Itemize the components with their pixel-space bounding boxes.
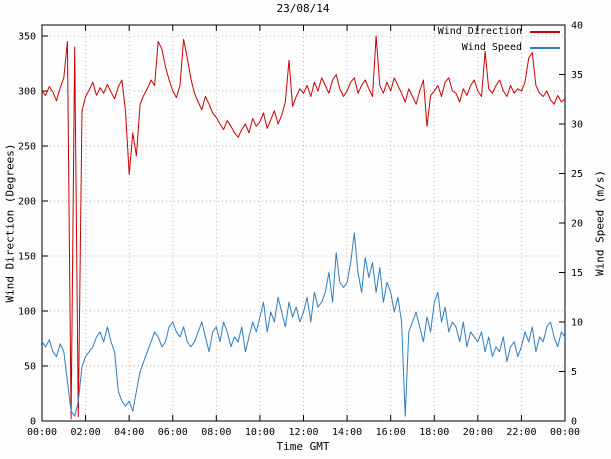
x-tick-label: 00:00	[550, 427, 580, 438]
grid-lines	[42, 25, 565, 421]
y-left-tick-label: 100	[18, 307, 36, 318]
y-axis-label-right: Wind Speed (m/s)	[593, 170, 607, 276]
y-right-tick-label: 25	[571, 169, 583, 180]
legend-line-sample	[530, 30, 560, 33]
series-line-wind-speed	[41, 232, 566, 417]
legend-label: Wind Speed	[461, 42, 522, 53]
y-left-tick-label: 0	[30, 417, 36, 428]
x-tick-label: 18:00	[419, 427, 449, 438]
x-tick-label: 10:00	[245, 427, 275, 438]
legend-item: Wind Direction	[438, 25, 560, 38]
chart-title: 23/08/14	[276, 2, 330, 15]
axis-ticks	[41, 24, 566, 422]
y-right-tick-label: 5	[571, 367, 577, 378]
x-tick-label: 08:00	[201, 427, 231, 438]
x-axis-label: Time GMT	[276, 440, 330, 453]
y-left-tick-label: 150	[18, 252, 36, 263]
y-right-tick-label: 15	[571, 268, 583, 279]
x-tick-label: 14:00	[332, 427, 362, 438]
y-right-tick-label: 40	[571, 21, 583, 32]
y-left-tick-label: 250	[18, 142, 36, 153]
y-right-tick-label: 0	[571, 417, 577, 428]
y-left-tick-label: 50	[24, 362, 36, 373]
x-tick-label: 06:00	[158, 427, 188, 438]
y-right-tick-label: 10	[571, 318, 583, 329]
x-tick-label: 00:00	[27, 427, 57, 438]
y-right-tick-label: 30	[571, 120, 583, 131]
legend-label: Wind Direction	[437, 26, 522, 37]
series-line-wind-direction	[41, 35, 566, 420]
y-left-tick-label: 350	[18, 32, 36, 43]
legend: Wind Direction Wind Speed	[438, 25, 560, 54]
legend-item: Wind Speed	[438, 41, 560, 54]
y-left-tick-label: 300	[18, 87, 36, 98]
y-right-tick-label: 20	[571, 219, 583, 230]
y-right-tick-label: 35	[571, 70, 583, 81]
x-tick-label: 20:00	[463, 427, 493, 438]
x-tick-label: 12:00	[288, 427, 318, 438]
x-tick-label: 16:00	[376, 427, 406, 438]
y-axis-label-left: Wind Direction (Degrees)	[3, 143, 17, 303]
axis-tick-labels: 00:00 02:00 04:00 06:00 08:00 10:00 12:00 14:00…	[18, 21, 583, 439]
x-tick-label: 04:00	[114, 427, 144, 438]
legend-line-sample	[530, 46, 560, 49]
x-tick-label: 22:00	[506, 427, 536, 438]
y-left-tick-label: 200	[18, 197, 36, 208]
x-tick-label: 02:00	[71, 427, 101, 438]
